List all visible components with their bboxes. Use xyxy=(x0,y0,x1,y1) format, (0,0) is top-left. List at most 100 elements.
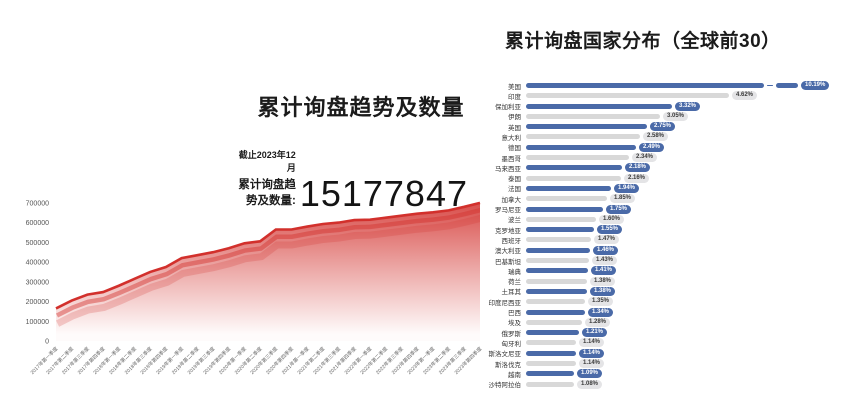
bar-track: 4.62% xyxy=(526,91,852,101)
bar-segment xyxy=(526,381,574,387)
bar-row: 俄罗斯 1.21% xyxy=(440,328,852,338)
country-label: 斯洛伐克 xyxy=(495,361,521,369)
country-label: 土耳其 xyxy=(501,289,522,297)
x-tick-label: 2018年第二季度 xyxy=(107,345,137,375)
bar-track: 1.55% xyxy=(526,225,852,235)
x-tick-label: 2022年第二季度 xyxy=(359,345,389,375)
y-tick-label: 700000 xyxy=(26,200,49,207)
x-tick-label: 2022年第四季度 xyxy=(390,345,420,375)
value-pill: 1.41% xyxy=(591,266,617,276)
country-label: 西班牙 xyxy=(501,237,522,245)
left-chart-title: 累计询盘趋势及数量 xyxy=(257,95,465,120)
country-label: 法国 xyxy=(508,186,521,194)
bar-segment xyxy=(526,144,636,150)
bar-row: 澳大利亚 1.46% xyxy=(440,245,852,255)
value-pill: 1.55% xyxy=(597,225,623,235)
x-tick-label: 2018年第一季度 xyxy=(92,345,122,375)
total-value: 15177847 xyxy=(299,172,468,214)
x-tick-label: 2020年第三季度 xyxy=(249,345,279,375)
bar-track: 2.49% xyxy=(526,142,852,152)
bar-row: 西班牙 1.47% xyxy=(440,235,852,245)
country-label: 印度 xyxy=(508,93,521,101)
bar-row: 沙特阿拉伯 1.08% xyxy=(440,379,852,390)
bar-segment xyxy=(526,268,588,274)
country-label: 意大利 xyxy=(501,134,522,142)
value-pill: 2.49% xyxy=(639,142,665,152)
bar-track: 2.18% xyxy=(526,163,852,173)
bar-segment xyxy=(526,227,594,233)
value-pill: 2.75% xyxy=(650,122,676,132)
country-label: 德国 xyxy=(508,145,521,153)
country-label: 俄罗斯 xyxy=(501,330,522,338)
bar-track: 2.34% xyxy=(526,153,852,163)
stats-labels: 截止2023年12月 累计询盘趋势及数量: xyxy=(232,148,296,211)
bar-segment xyxy=(526,93,729,99)
x-tick-label: 2017年第一季度 xyxy=(29,345,59,375)
bar-track: 1.47% xyxy=(526,235,852,245)
country-label: 泰国 xyxy=(508,176,521,184)
y-tick-label: 500000 xyxy=(26,240,49,247)
bar-track: 2.16% xyxy=(526,173,852,183)
x-tick-label: 2017年第三季度 xyxy=(60,345,90,375)
country-label: 荷兰 xyxy=(508,279,521,287)
bar-row: 泰国 2.16% xyxy=(440,173,852,184)
bar-row: 印度尼西亚 1.35% xyxy=(440,297,852,307)
bar-segment xyxy=(526,134,640,140)
right-chart-title: 累计询盘国家分布（全球前30） xyxy=(505,31,781,52)
bar-track: 1.41% xyxy=(526,266,852,276)
bar-segment xyxy=(526,278,587,284)
bar-segment xyxy=(526,155,629,161)
country-label: 保加利亚 xyxy=(495,104,521,112)
country-label: 沙特阿拉伯 xyxy=(488,382,522,390)
bar-row: 匈牙利 1.14% xyxy=(440,338,852,348)
value-pill: 1.38% xyxy=(590,276,616,286)
x-tick-label: 2021年第二季度 xyxy=(296,345,326,375)
area-chart: 0 100000 200000 300000 400000 500000 600000 700… xyxy=(6,186,492,408)
bar-track: 1.14% xyxy=(526,359,852,369)
bar-track: 1.14% xyxy=(526,338,852,348)
bar-row: 越南 1.09% xyxy=(440,369,852,379)
bar-segment xyxy=(526,175,621,181)
bar-row: 马来西亚 2.18% xyxy=(440,163,852,173)
bar-segment xyxy=(526,350,576,356)
value-pill: 2.58% xyxy=(643,132,669,142)
country-label: 瑞典 xyxy=(508,268,521,276)
country-label: 马来西亚 xyxy=(495,165,521,173)
bar-track: 1.60% xyxy=(526,214,852,224)
value-pill: 1.14% xyxy=(579,348,605,358)
bar-row: 土耳其 1.38% xyxy=(440,286,852,297)
bar-row: 英国 2.75% xyxy=(440,122,852,132)
x-tick-label: 2021年第一季度 xyxy=(280,345,310,375)
value-pill: 1.94% xyxy=(614,183,640,193)
bar-track: 1.09% xyxy=(526,369,852,379)
value-pill: 1.38% xyxy=(590,286,616,296)
x-tick-label: 2017年第二季度 xyxy=(45,345,75,375)
bar-row: 巴西 1.34% xyxy=(440,307,852,317)
value-pill: 4.62% xyxy=(732,91,758,101)
value-pill: 1.08% xyxy=(577,379,603,389)
bar-track: 1.35% xyxy=(526,297,852,307)
bar-row: 巴基斯坦 1.43% xyxy=(440,256,852,266)
value-pill: 2.18% xyxy=(625,163,651,173)
bar-row: 埃及 1.28% xyxy=(440,317,852,327)
bar-segment xyxy=(526,185,611,191)
bar-track: 1.46% xyxy=(526,245,852,255)
y-tick-label: 400000 xyxy=(26,260,49,267)
x-tick-label: 2022年第三季度 xyxy=(374,345,404,375)
bar-track: 10.19% xyxy=(526,81,852,90)
axis-break-dash xyxy=(767,84,773,87)
bar-row: 荷兰 1.38% xyxy=(440,276,852,287)
bar-row: 法国 1.94% xyxy=(440,183,852,194)
bar-row: 瑞典 1.41% xyxy=(440,266,852,276)
bar-segment xyxy=(526,361,576,367)
country-label: 美国 xyxy=(508,83,521,91)
bar-track: 1.14% xyxy=(526,348,852,358)
bar-segment xyxy=(526,258,589,264)
bar-row: 美国 10.19% xyxy=(440,81,852,91)
bar-track: 1.21% xyxy=(526,328,852,338)
y-tick-label: 300000 xyxy=(26,279,49,286)
value-pill: 1.85% xyxy=(610,194,636,204)
total-label: 累计询盘趋势及数量: xyxy=(238,179,296,207)
bar-row: 波兰 1.60% xyxy=(440,214,852,224)
bar-row: 斯洛文尼亚 1.14% xyxy=(440,348,852,358)
